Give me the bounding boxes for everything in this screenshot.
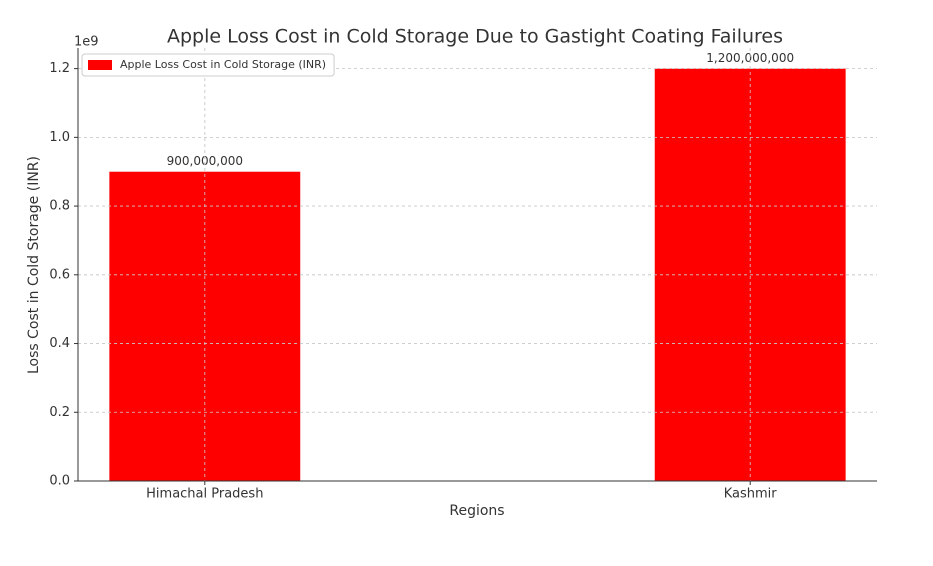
chart-title: Apple Loss Cost in Cold Storage Due to G… — [167, 26, 783, 48]
y-tick-label: 0.2 — [49, 405, 70, 420]
y-tick-label: 1.2 — [49, 61, 70, 76]
x-axis-label: Regions — [449, 503, 504, 519]
y-tick-label: 0.8 — [49, 199, 70, 214]
x-tick-label: Kashmir — [724, 487, 778, 502]
y-tick-label: 1.0 — [49, 130, 70, 145]
y-axis-label: Loss Cost in Cold Storage (INR) — [26, 156, 42, 374]
y-tick-label: 0.0 — [49, 474, 70, 489]
y-tick-label: 0.4 — [49, 336, 70, 351]
data-label: 900,000,000 — [167, 154, 243, 168]
data-label: 1,200,000,000 — [706, 51, 794, 65]
y-tick-label: 0.6 — [49, 267, 70, 282]
legend-swatch — [88, 60, 112, 70]
legend-box — [81, 53, 335, 77]
y-offset-label: 1e9 — [74, 35, 99, 50]
x-tick-label: Himachal Pradesh — [146, 487, 263, 502]
legend-label: Apple Loss Cost in Cold Storage (INR) — [120, 58, 326, 71]
